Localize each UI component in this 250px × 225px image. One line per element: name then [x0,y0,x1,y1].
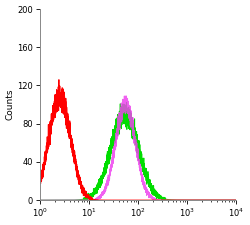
Y-axis label: Counts: Counts [6,89,15,120]
